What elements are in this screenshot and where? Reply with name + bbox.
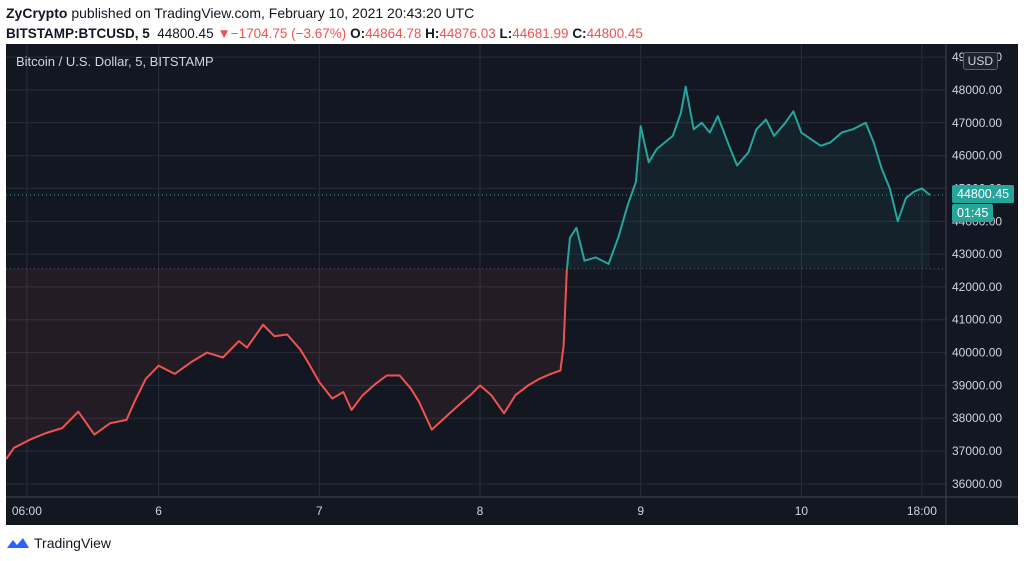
brand-name[interactable]: TradingView [34,535,112,551]
close-value: 44800.45 [586,26,643,41]
footer: TradingView [6,532,111,554]
x-tick-label: 6 [155,504,162,518]
publication-line: ZyCrypto published on TradingView.com, F… [6,4,1018,23]
y-tick-label: 48000.00 [952,83,1002,97]
x-tick-label: 18:00 [907,504,937,518]
last-price: 44800.45 [157,26,214,41]
high-value: 44876.03 [439,26,496,41]
open-label: O: [350,26,366,41]
published-text: published on TradingView.com, February 1… [71,5,475,21]
chart-title: Bitcoin / U.S. Dollar, 5, BITSTAMP [16,54,214,69]
x-tick-label: 9 [637,504,644,518]
chart-header: ZyCrypto published on TradingView.com, F… [6,4,1018,43]
price-series-line-below [6,268,568,460]
y-tick-label: 41000.00 [952,313,1002,327]
area-fill-above [566,86,930,269]
price-chart[interactable]: 36000.00 37000.00 38000.00 39000.00 40000.00… [6,44,1018,525]
chart-area[interactable]: 36000.00 37000.00 38000.00 39000.00 40000.00… [6,44,1018,525]
y-tick-label: 36000.00 [952,477,1002,491]
price-series-line-above [565,85,931,269]
y-tick-label: 42000.00 [952,280,1002,294]
low-value: 44681.99 [512,26,569,41]
y-tick-label: 40000.00 [952,346,1002,360]
author-name[interactable]: ZyCrypto [6,5,68,21]
y-tick-label: 38000.00 [952,411,1002,425]
y-tick-label: 37000.00 [952,444,1002,458]
last-price-label: 44800.45 [952,185,1015,203]
x-tick-label: 06:00 [12,504,42,518]
ohlc-line: BITSTAMP:BTCUSD, 5 44800.45 ▼−1704.75 (−… [6,24,1018,43]
open-value: 44864.78 [365,26,422,41]
price-change: −1704.75 (−3.67%) [230,26,347,41]
area-fill-below [6,268,930,460]
currency-button[interactable]: USD [962,52,998,70]
y-tick-label: 46000.00 [952,149,1002,163]
x-tick-label: 7 [316,504,323,518]
close-label: C: [572,26,587,41]
y-tick-label: 43000.00 [952,247,1002,261]
countdown-label: 01:45 [952,204,994,222]
y-tick-label: 39000.00 [952,378,1002,392]
symbol-label: BITSTAMP:BTCUSD, 5 [6,26,150,41]
tradingview-logo-icon[interactable] [6,536,30,550]
down-arrow-icon: ▼ [217,26,231,41]
x-tick-label: 8 [477,504,484,518]
y-tick-label: 47000.00 [952,116,1002,130]
x-tick-label: 10 [795,504,809,518]
high-label: H: [425,26,440,41]
low-label: L: [499,26,513,41]
